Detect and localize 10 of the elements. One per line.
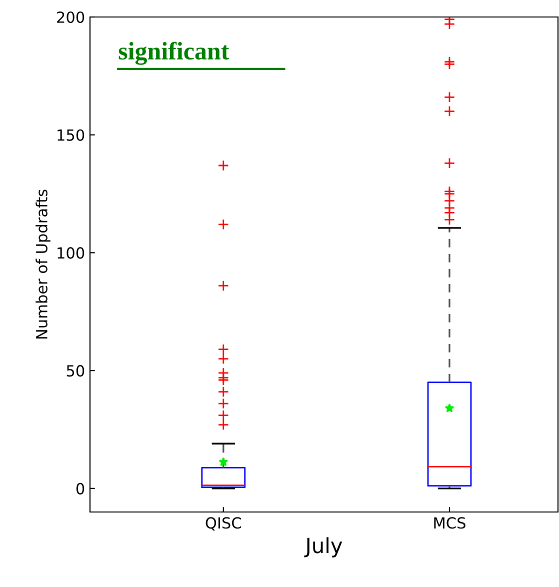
y-tick-label: 50 (66, 365, 84, 377)
y-tick-label: 100 (58, 247, 84, 259)
x-tick-label: QISC (206, 517, 242, 530)
y-tick-label: 0 (76, 482, 84, 494)
y-axis-title: Number of Updrafts (36, 190, 50, 339)
x-axis-title: July (304, 537, 342, 558)
annotation: significant (118, 42, 230, 65)
y-tick-label: 150 (58, 129, 84, 141)
y-tick-label: 200 (57, 11, 84, 24)
x-tick-label: MCS (434, 517, 466, 529)
